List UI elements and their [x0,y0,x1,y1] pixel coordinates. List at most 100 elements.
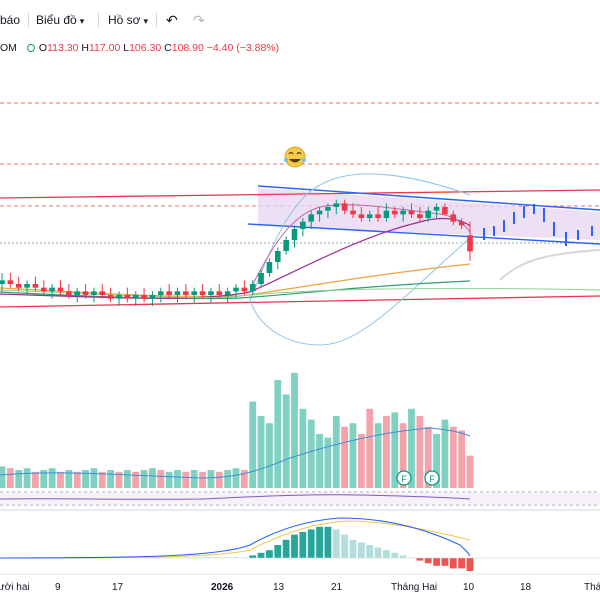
undo-icon[interactable]: ↶ [166,12,178,28]
volume-bar [341,426,349,488]
candle[interactable] [208,291,214,295]
histogram-bar [324,526,332,558]
candle[interactable] [266,262,273,273]
x-tick-label: Thá [584,582,600,593]
candle[interactable] [174,291,181,295]
candle[interactable] [358,214,365,218]
candle[interactable] [400,210,406,215]
candle[interactable] [7,280,14,284]
earnings-marker-icon[interactable]: F [424,470,440,486]
x-tick-label: 10 [463,582,475,593]
volume-bar [207,470,215,488]
candle[interactable] [442,207,448,215]
laughing-emoji-icon[interactable] [284,146,306,168]
candle[interactable] [199,291,206,295]
candle[interactable] [216,291,223,295]
histogram-bar [357,542,365,558]
candle[interactable] [417,214,423,218]
candle[interactable] [57,287,64,292]
forecast-shadow-line [499,249,600,281]
candle[interactable] [74,291,81,295]
toolbar-partial-button[interactable]: báo [0,13,21,27]
candle[interactable] [375,214,381,218]
candle[interactable] [283,240,289,251]
histogram-bar [424,558,432,564]
candle[interactable] [191,291,198,295]
candle[interactable] [458,221,465,226]
candle[interactable] [300,221,306,229]
profile-button[interactable]: Hồ sơ ▾ [108,10,148,30]
candle[interactable] [91,291,97,295]
volume-bar [123,470,131,488]
candle[interactable] [425,210,432,218]
candle[interactable] [49,287,55,292]
candle[interactable] [124,295,131,299]
candle[interactable] [107,295,114,299]
support-line[interactable] [0,295,600,308]
histogram-bar [391,552,399,558]
candle[interactable] [249,284,256,292]
volume-bar [157,470,165,488]
candle[interactable] [116,295,122,299]
candle[interactable] [467,235,473,252]
candlestick-series [0,199,473,306]
candle[interactable] [24,284,30,288]
volume-bar [299,408,307,488]
macd-signal-line [0,520,471,559]
volume-bar [408,408,415,488]
x-tick-label: 2026 [211,582,234,593]
chart-type-button[interactable]: Biểu đồ ▾ [36,10,84,30]
chevron-down-icon: ▾ [143,16,149,26]
candle[interactable] [233,287,239,292]
redo-icon[interactable]: ↷ [193,12,205,28]
x-tick-label: ười hai [0,582,30,593]
candle[interactable] [32,284,39,288]
candle[interactable] [99,291,106,295]
candle[interactable] [391,210,398,215]
histogram-bar [383,550,390,558]
candle[interactable] [141,295,147,299]
volume-bar [57,471,64,488]
volume-bar [357,434,365,488]
volume-bar [224,470,232,488]
candle[interactable] [383,210,390,218]
candle[interactable] [350,210,356,215]
candle[interactable] [341,203,348,211]
candle[interactable] [132,295,139,299]
candle[interactable] [333,203,340,207]
resistance-line[interactable] [0,189,600,199]
channel-lower-line[interactable] [247,223,600,245]
volume-bar [332,416,340,488]
volume-bar [48,468,56,488]
candle[interactable] [274,251,281,262]
candle[interactable] [241,287,248,292]
candle[interactable] [149,295,156,299]
candle[interactable] [408,210,415,215]
candle[interactable] [183,291,189,295]
candle[interactable] [258,273,264,284]
candle[interactable] [450,214,457,222]
oscillator-pane [0,491,600,511]
candle[interactable] [325,207,331,211]
candle[interactable] [316,210,323,215]
candle[interactable] [40,287,47,292]
candle[interactable] [166,291,172,295]
candle[interactable] [66,291,72,295]
volume-bar [215,471,223,488]
candle[interactable] [308,214,315,222]
candle[interactable] [366,214,373,218]
candle[interactable] [433,207,440,211]
candle[interactable] [157,291,164,295]
channel-upper-line[interactable] [257,185,600,211]
earnings-marker-icon[interactable]: F [396,470,412,486]
volume-bar [349,423,357,488]
candle[interactable] [82,291,89,295]
candle[interactable] [291,229,298,240]
macd-line [0,517,471,559]
x-tick-label: 21 [331,582,343,593]
candle[interactable] [0,280,5,284]
candle[interactable] [224,291,231,295]
volume-bar [307,419,315,488]
candle[interactable] [15,284,22,288]
